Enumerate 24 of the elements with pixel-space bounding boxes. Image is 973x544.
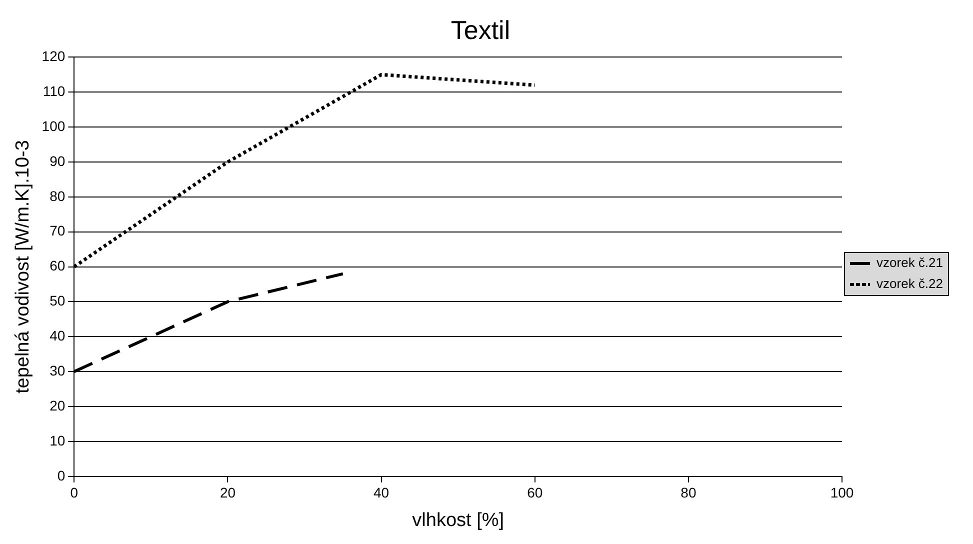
legend-label: vzorek č.22	[876, 276, 944, 292]
y-tick-label: 20	[50, 397, 66, 414]
y-tick-label: 120	[42, 48, 66, 64]
y-tick-label: 50	[50, 292, 66, 309]
chart-title: Textil	[450, 14, 510, 45]
x-axis-title: vlhkost [%]	[412, 510, 504, 531]
y-tick-label: 90	[50, 152, 66, 169]
x-tick-label: 40	[374, 484, 390, 501]
y-tick-label: 70	[50, 222, 66, 239]
y-tick-label: 80	[50, 188, 66, 204]
y-tick-label: 110	[42, 82, 66, 99]
y-tick-label: 60	[50, 258, 66, 274]
y-tick-label: 30	[50, 362, 66, 378]
y-tick-label: 10	[50, 432, 66, 448]
x-tick-label: 0	[70, 484, 78, 501]
x-tick-label: 80	[680, 484, 696, 501]
y-tick-label: 40	[50, 328, 66, 344]
x-tick-label: 20	[220, 484, 236, 501]
y-axis-title: tepelná vodivost [W/m.K].10-3	[12, 140, 34, 394]
legend-label: vzorek č.21	[876, 255, 944, 270]
x-tick-label: 100	[830, 484, 854, 501]
y-tick-label: 100	[42, 118, 66, 134]
y-tick-label: 0	[57, 467, 66, 484]
x-tick-label: 60	[527, 484, 543, 501]
